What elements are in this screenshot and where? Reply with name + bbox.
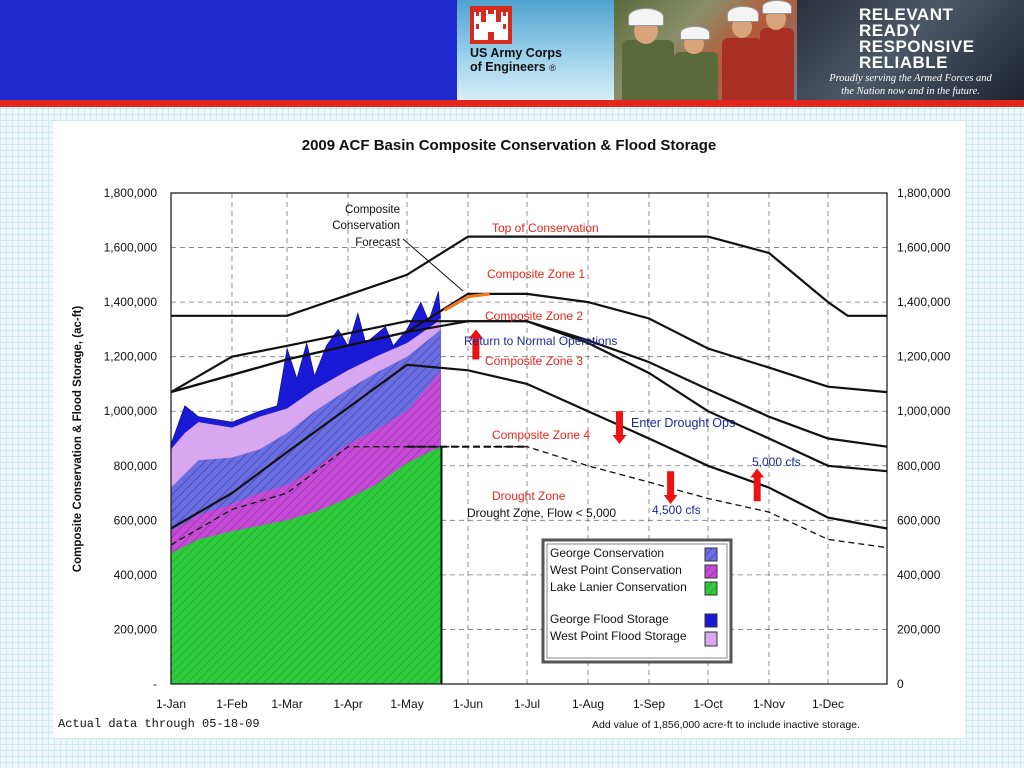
legend-westpoint-conservation: West Point Conservation bbox=[550, 563, 682, 577]
y-tick-label-right: 200,000 bbox=[897, 622, 941, 636]
curve-drought-zone-flow-5-000 bbox=[170, 446, 888, 549]
label-zone-2: Composite Zone 2 bbox=[485, 309, 583, 323]
motto-subtitle: Proudly serving the Armed Forces and the… bbox=[829, 73, 992, 97]
registered-mark: ® bbox=[549, 63, 556, 73]
y-tick-label-right: 0 bbox=[897, 677, 904, 691]
axis-ticks: 1-Jan 1-Feb 1-Mar 1-Apr 1-May 1-Jun 1-Jul 1-Aug… bbox=[104, 186, 951, 711]
legend-george-conservation: George Conservation bbox=[550, 546, 664, 560]
header-photo bbox=[614, 0, 797, 100]
area-lake-lanier-conservation bbox=[171, 446, 441, 684]
forecast-label-2: Conservation bbox=[332, 220, 400, 232]
y-tick-label-left: 400,000 bbox=[114, 568, 158, 582]
x-tick-label: 1-Feb bbox=[216, 697, 248, 711]
y-tick-label-left: 1,800,000 bbox=[104, 186, 158, 200]
label-top-of-conservation: Top of Conservation bbox=[492, 221, 599, 235]
castle-icon bbox=[470, 6, 512, 44]
label-zone-3: Composite Zone 3 bbox=[485, 354, 583, 368]
label-drought-zone: Drought Zone bbox=[492, 489, 566, 503]
y-tick-label-right: 1,000,000 bbox=[897, 404, 951, 418]
forecast-label-1: Composite bbox=[345, 204, 400, 216]
y-tick-label-left: 1,200,000 bbox=[104, 350, 158, 364]
curve-composite-zone-4 bbox=[170, 363, 888, 530]
motto-panel: RELEVANT READY RESPONSIVE RELIABLE Proud… bbox=[797, 0, 1024, 100]
legend-swatch-george-flood bbox=[704, 613, 718, 628]
chart-panel: 2009 ACF Basin Composite Conservation & … bbox=[53, 121, 965, 738]
x-tick-label: 1-Dec bbox=[812, 697, 844, 711]
motto-line-4: RELIABLE bbox=[859, 53, 948, 72]
label-return-normal: Return to Normal Operations bbox=[464, 334, 617, 348]
footnote-data-through: Actual data through 05-18-09 bbox=[58, 717, 260, 731]
y-tick-label-left: 200,000 bbox=[114, 622, 158, 636]
x-tick-label: 1-Nov bbox=[753, 697, 785, 711]
forecast-pointer bbox=[402, 238, 464, 292]
y-tick-label-left: - bbox=[153, 677, 157, 691]
x-tick-label: 1-Jan bbox=[156, 697, 186, 711]
x-tick-label: 1-Jul bbox=[514, 697, 540, 711]
motto-line-3: RESPONSIVE bbox=[859, 37, 975, 56]
legend-swatch-george-conservation bbox=[704, 547, 718, 562]
footnote-inactive-storage: Add value of 1,856,000 acre-ft to includ… bbox=[592, 719, 860, 731]
y-tick-label-right: 600,000 bbox=[897, 513, 941, 527]
curve-composite-zone-2 bbox=[170, 292, 888, 394]
y-tick-label-left: 1,000,000 bbox=[104, 404, 158, 418]
x-tick-label: 1-Aug bbox=[572, 697, 604, 711]
x-tick-label: 1-May bbox=[390, 697, 423, 711]
legend-lanier-conservation: Lake Lanier Conservation bbox=[550, 580, 687, 594]
legend-swatch-lanier-conservation bbox=[704, 581, 718, 596]
y-tick-label-right: 400,000 bbox=[897, 568, 941, 582]
legend-swatch-westpoint-conservation bbox=[704, 564, 718, 579]
legend-swatch-westpoint-flood bbox=[704, 631, 718, 647]
label-zone-1: Composite Zone 1 bbox=[487, 267, 585, 281]
legend-george-flood: George Flood Storage bbox=[550, 612, 669, 626]
curve-top-of-conservation bbox=[171, 235, 887, 317]
chart-title: 2009 ACF Basin Composite Conservation & … bbox=[302, 137, 717, 154]
y-tick-label-left: 1,600,000 bbox=[104, 241, 158, 255]
motto-line-2: READY bbox=[859, 21, 922, 40]
header-stripe bbox=[0, 100, 1024, 107]
y-tick-label-left: 1,400,000 bbox=[104, 295, 158, 309]
x-tick-label: 1-Jun bbox=[453, 697, 483, 711]
forecast-label-3: Forecast bbox=[355, 237, 401, 249]
storage-chart: 2009 ACF Basin Composite Conservation & … bbox=[72, 137, 951, 711]
x-tick-label: 1-Apr bbox=[333, 697, 362, 711]
label-enter-drought: Enter Drought Ops bbox=[631, 416, 735, 430]
label-zone-4: Composite Zone 4 bbox=[492, 428, 590, 442]
legend: George Conservation West Point Conservat… bbox=[541, 538, 733, 664]
usace-logo-panel: US Army Corps of Engineers ® bbox=[457, 0, 614, 100]
y-axis-label: Composite Conservation & Flood Storage, … bbox=[72, 306, 84, 573]
y-tick-label-right: 1,600,000 bbox=[897, 241, 951, 255]
arrow-return-to-normal-operations bbox=[468, 329, 483, 360]
y-tick-label-right: 1,400,000 bbox=[897, 295, 951, 309]
y-tick-label-left: 600,000 bbox=[114, 513, 158, 527]
y-tick-label-left: 800,000 bbox=[114, 459, 158, 473]
plot-frame bbox=[170, 192, 888, 685]
org-name-line1: US Army Corps bbox=[470, 46, 562, 60]
storage-areas bbox=[170, 291, 443, 685]
x-tick-label: 1-Oct bbox=[693, 697, 723, 711]
curve-composite-zone-3 bbox=[170, 320, 888, 448]
x-tick-label: 1-Mar bbox=[271, 697, 302, 711]
rule-curves bbox=[170, 235, 888, 549]
motto-line-1: RELEVANT bbox=[859, 5, 954, 24]
forecast-curve bbox=[443, 292, 490, 312]
x-tick-label: 1-Sep bbox=[633, 697, 665, 711]
label-4500-cfs: 4,500 cfs bbox=[652, 503, 701, 517]
y-tick-label-right: 800,000 bbox=[897, 459, 941, 473]
legend-westpoint-flood: West Point Flood Storage bbox=[550, 629, 687, 643]
forecast-line bbox=[443, 292, 490, 312]
ops-arrows bbox=[468, 329, 765, 504]
label-drought-flow: Drought Zone, Flow < 5,000 bbox=[467, 506, 616, 520]
label-5000-cfs: 5,000 cfs bbox=[752, 455, 801, 469]
arrow-4-500-cfs bbox=[663, 471, 678, 504]
arrow-5-000-cfs bbox=[750, 468, 765, 502]
org-name-line2: of Engineers ® bbox=[470, 60, 556, 74]
y-tick-label-right: 1,200,000 bbox=[897, 350, 951, 364]
y-tick-label-right: 1,800,000 bbox=[897, 186, 951, 200]
arrow-enter-drought-ops bbox=[612, 411, 627, 444]
